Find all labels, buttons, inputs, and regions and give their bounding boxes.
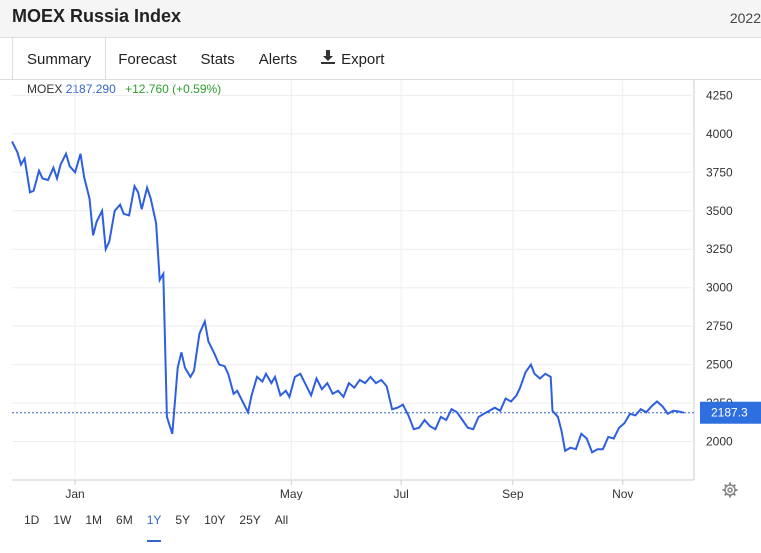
- x-tick-label: Jul: [393, 487, 408, 500]
- x-axis: Jan May Jul Sep Nov: [65, 480, 633, 500]
- tab-divider: [0, 79, 761, 80]
- x-tick-label: Sep: [502, 487, 524, 500]
- range-1d[interactable]: 1D: [24, 513, 40, 527]
- range-1y[interactable]: 1Y: [146, 511, 162, 542]
- page-header: MOEX Russia Index 2022: [0, 0, 761, 38]
- current-price-badge-box: [700, 401, 761, 424]
- current-price-label: 2187.3: [711, 406, 748, 420]
- range-6m[interactable]: 6M: [116, 513, 133, 527]
- range-selector: 1D 1W 1M 6M 1Y 5Y 10Y 25Y All: [24, 511, 302, 542]
- x-tick-label: May: [280, 487, 303, 500]
- download-icon: [321, 50, 336, 68]
- y-tick-label: 4000: [706, 127, 733, 141]
- series-line-moex: [11, 141, 685, 454]
- legend-symbol: MOEX: [27, 82, 63, 96]
- y-tick-label: 2000: [706, 435, 733, 449]
- tab-bar: Summary Forecast Stats Alerts Export: [12, 37, 396, 80]
- chart-legend: MOEX 2187.290 +12.760 (+0.59%): [27, 82, 221, 96]
- tab-summary[interactable]: Summary: [12, 37, 107, 80]
- range-1m[interactable]: 1M: [85, 513, 103, 527]
- y-axis: 2000225025002750300032503500375040004250: [706, 88, 733, 448]
- range-25y[interactable]: 25Y: [239, 513, 261, 527]
- y-tick-label: 2750: [706, 319, 733, 333]
- current-price-badge: 2187.3: [700, 401, 761, 424]
- y-tick-label: 2500: [706, 358, 733, 372]
- page-title: MOEX Russia Index: [12, 6, 182, 26]
- x-tick-label: Jan: [65, 487, 84, 500]
- legend-value: 2187.290: [65, 82, 116, 96]
- y-tick-label: 3250: [706, 242, 733, 256]
- range-10y[interactable]: 10Y: [204, 513, 226, 527]
- range-1w[interactable]: 1W: [53, 513, 72, 527]
- tab-export[interactable]: Export: [309, 38, 396, 80]
- tab-alerts[interactable]: Alerts: [258, 50, 298, 68]
- tab-export-label: Export: [341, 50, 385, 68]
- legend-change: +12.760 (+0.59%): [125, 82, 222, 96]
- y-tick-label: 3750: [706, 165, 733, 179]
- gear-icon[interactable]: [722, 482, 738, 503]
- chart-grid: [12, 80, 695, 481]
- tab-stats[interactable]: Stats: [200, 50, 235, 68]
- range-5y[interactable]: 5Y: [175, 513, 191, 527]
- tab-forecast[interactable]: Forecast: [118, 50, 177, 68]
- y-tick-label: 3500: [706, 204, 733, 218]
- y-tick-label: 3000: [706, 281, 733, 295]
- range-all[interactable]: All: [274, 513, 289, 527]
- price-chart[interactable]: 2000225025002750300032503500375040004250…: [0, 80, 761, 500]
- x-tick-label: Nov: [612, 487, 633, 500]
- y-tick-label: 4250: [706, 88, 733, 102]
- year-label: 2022: [729, 10, 761, 26]
